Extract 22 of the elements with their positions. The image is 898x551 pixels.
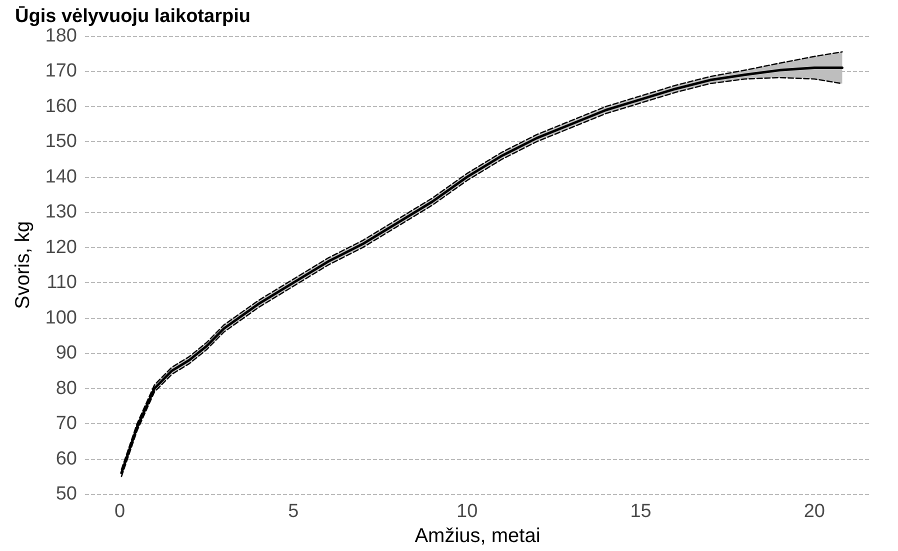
x-tick-label: 15 — [630, 501, 652, 522]
y-tick-label: 90 — [56, 342, 77, 364]
y-tick-label: 110 — [46, 272, 77, 294]
chart-title: Ūgis vėlyvuoju laikotarpiu — [15, 6, 250, 27]
y-tick-label: 120 — [45, 236, 77, 258]
y-tick-label: 130 — [45, 202, 77, 223]
y-tick-label: 60 — [56, 448, 77, 470]
x-tick-label: 20 — [804, 501, 825, 522]
x-axis-title: Amžius, metai — [414, 525, 540, 547]
y-tick-label: 50 — [56, 484, 77, 505]
x-tick-label: 10 — [456, 501, 478, 522]
x-tick-label: 5 — [288, 501, 299, 522]
x-tick-label: 0 — [114, 501, 126, 522]
y-tick-label: 80 — [56, 378, 77, 399]
y-tick-label: 160 — [45, 96, 77, 117]
y-tick-label: 170 — [45, 60, 77, 82]
y-tick-label: 100 — [45, 307, 77, 328]
y-axis-title: Svoris, kg — [12, 221, 34, 309]
y-tick-label: 140 — [45, 166, 77, 188]
y-tick-label: 70 — [56, 413, 77, 434]
y-tick-label: 180 — [45, 26, 77, 46]
y-tick-label: 150 — [45, 131, 77, 152]
